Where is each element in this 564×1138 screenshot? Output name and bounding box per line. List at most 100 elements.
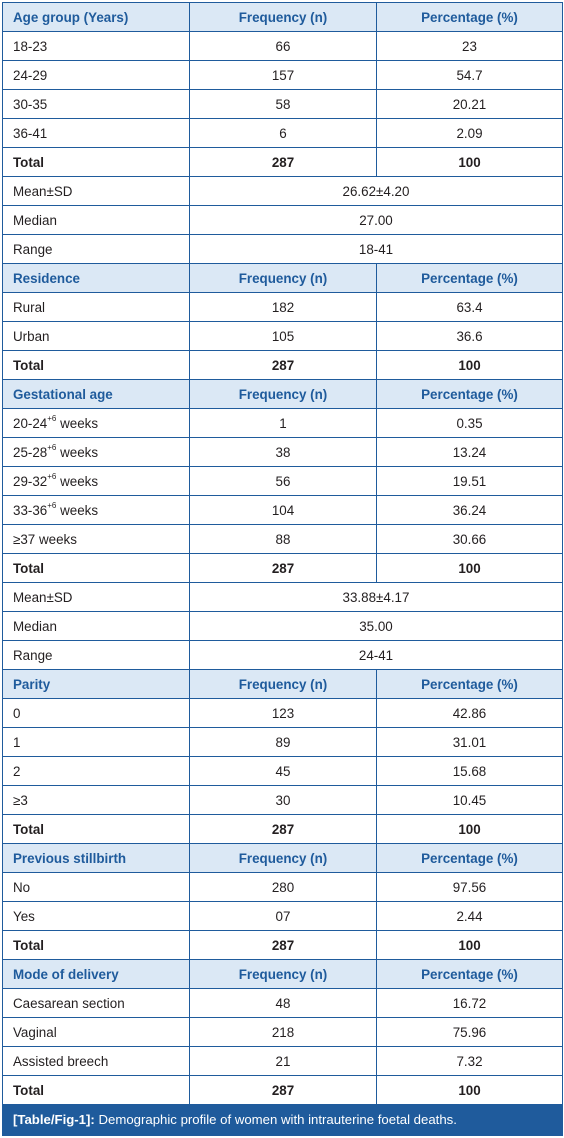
stat-value: 33.88±4.17 — [189, 582, 563, 612]
header-percentage: Percentage (%) — [376, 959, 563, 989]
header-label: Mode of delivery — [2, 959, 190, 989]
row-label: 36-41 — [2, 118, 190, 148]
stat-label: Median — [2, 611, 190, 641]
table-caption: [Table/Fig-1]: Demographic profile of wo… — [2, 1105, 563, 1136]
header-frequency: Frequency (n) — [189, 263, 377, 293]
row-percentage: 23 — [376, 31, 563, 61]
row-frequency: 58 — [189, 89, 377, 119]
demographic-table: Age group (Years) Frequency (n) Percentage… — [2, 2, 563, 1105]
row-label: 24-29 — [2, 60, 190, 90]
row-percentage: 54.7 — [376, 60, 563, 90]
table-row: ≥3 30 10.45 — [2, 785, 563, 815]
table-row: 30-35 58 20.21 — [2, 89, 563, 119]
section-header-stillbirth: Previous stillbirth Frequency (n) Percenta… — [2, 843, 563, 873]
row-label: 25-28+6 weeks — [2, 437, 190, 467]
stat-label: Range — [2, 640, 190, 670]
row-frequency: 6 — [189, 118, 377, 148]
stat-value: 35.00 — [189, 611, 563, 641]
table-row: 0 123 42.86 — [2, 698, 563, 728]
row-label-superscript: +6 — [47, 414, 57, 424]
row-label-range: 25-28 — [13, 444, 48, 460]
total-row: Total 287 100 — [2, 930, 563, 960]
row-label: Rural — [2, 292, 190, 322]
row-label: 20-24+6 weeks — [2, 408, 190, 438]
table-row: 36-41 6 2.09 — [2, 118, 563, 148]
total-frequency: 287 — [189, 930, 377, 960]
row-label: 1 — [2, 727, 190, 757]
total-label: Total — [2, 147, 190, 177]
header-frequency: Frequency (n) — [189, 379, 377, 409]
row-frequency: 157 — [189, 60, 377, 90]
row-label: 2 — [2, 756, 190, 786]
row-percentage: 10.45 — [376, 785, 563, 815]
stat-row: Range 24-41 — [2, 640, 563, 670]
row-percentage: 2.09 — [376, 118, 563, 148]
row-label: Yes — [2, 901, 190, 931]
table-row: 1 89 31.01 — [2, 727, 563, 757]
row-label: 33-36+6 weeks — [2, 495, 190, 525]
row-percentage: 2.44 — [376, 901, 563, 931]
row-percentage: 20.21 — [376, 89, 563, 119]
header-frequency: Frequency (n) — [189, 2, 377, 32]
row-label: Urban — [2, 321, 190, 351]
table-row: Urban 105 36.6 — [2, 321, 563, 351]
stat-value: 27.00 — [189, 205, 563, 235]
stat-label: Mean±SD — [2, 176, 190, 206]
total-row: Total 287 100 — [2, 553, 563, 583]
row-frequency: 88 — [189, 524, 377, 554]
row-frequency: 07 — [189, 901, 377, 931]
table-row: 29-32+6 weeks 56 19.51 — [2, 466, 563, 496]
table-row: Yes 07 2.44 — [2, 901, 563, 931]
header-frequency: Frequency (n) — [189, 669, 377, 699]
row-percentage: 16.72 — [376, 988, 563, 1018]
row-percentage: 42.86 — [376, 698, 563, 728]
stat-row: Mean±SD 26.62±4.20 — [2, 176, 563, 206]
stat-label: Mean±SD — [2, 582, 190, 612]
row-label-suffix: weeks — [56, 502, 99, 518]
row-frequency: 38 — [189, 437, 377, 467]
header-frequency: Frequency (n) — [189, 959, 377, 989]
row-frequency: 123 — [189, 698, 377, 728]
total-frequency: 287 — [189, 553, 377, 583]
total-frequency: 287 — [189, 350, 377, 380]
row-percentage: 15.68 — [376, 756, 563, 786]
row-label: 29-32+6 weeks — [2, 466, 190, 496]
row-label-suffix: weeks — [56, 444, 99, 460]
stat-label: Range — [2, 234, 190, 264]
stat-row: Range 18-41 — [2, 234, 563, 264]
row-percentage: 75.96 — [376, 1017, 563, 1047]
total-row: Total 287 100 — [2, 350, 563, 380]
caption-ref: [Table/Fig-1]: — [13, 1112, 95, 1127]
header-label: Previous stillbirth — [2, 843, 190, 873]
row-frequency: 105 — [189, 321, 377, 351]
row-frequency: 104 — [189, 495, 377, 525]
table-row: 25-28+6 weeks 38 13.24 — [2, 437, 563, 467]
total-percentage: 100 — [376, 553, 563, 583]
section-header-delivery: Mode of delivery Frequency (n) Percentage … — [2, 959, 563, 989]
row-percentage: 31.01 — [376, 727, 563, 757]
row-frequency: 280 — [189, 872, 377, 902]
header-percentage: Percentage (%) — [376, 2, 563, 32]
row-label-range: 29-32 — [13, 473, 48, 489]
stat-row: Mean±SD 33.88±4.17 — [2, 582, 563, 612]
section-header-age: Age group (Years) Frequency (n) Percentage… — [2, 2, 563, 32]
caption-text: Demographic profile of women with intrau… — [94, 1112, 457, 1127]
header-percentage: Percentage (%) — [376, 379, 563, 409]
table-row: Assisted breech 21 7.32 — [2, 1046, 563, 1076]
row-label: Caesarean section — [2, 988, 190, 1018]
total-percentage: 100 — [376, 350, 563, 380]
row-frequency: 21 — [189, 1046, 377, 1076]
table-row: 18-23 66 23 — [2, 31, 563, 61]
total-frequency: 287 — [189, 1075, 377, 1105]
row-percentage: 63.4 — [376, 292, 563, 322]
row-percentage: 30.66 — [376, 524, 563, 554]
row-label-superscript: +6 — [47, 443, 57, 453]
total-row: Total 287 100 — [2, 147, 563, 177]
total-row: Total 287 100 — [2, 814, 563, 844]
header-percentage: Percentage (%) — [376, 669, 563, 699]
header-percentage: Percentage (%) — [376, 843, 563, 873]
total-percentage: 100 — [376, 147, 563, 177]
row-frequency: 182 — [189, 292, 377, 322]
total-label: Total — [2, 814, 190, 844]
